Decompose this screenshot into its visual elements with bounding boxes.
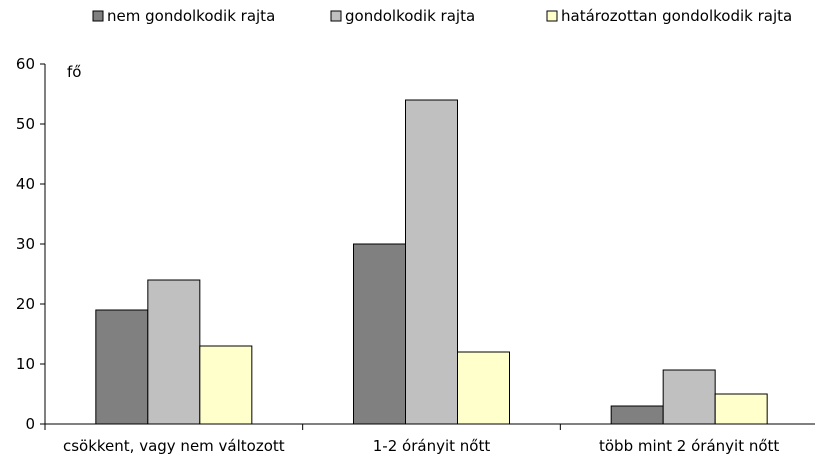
bar-1-3 <box>199 345 253 425</box>
bar-1-1 <box>95 309 149 425</box>
y-tick-label: 40 <box>16 175 35 193</box>
bar-3-2 <box>662 369 716 425</box>
x-category-labels: csökkent, vagy nem változott 1-2 órányit … <box>63 437 779 455</box>
y-tick-label: 60 <box>16 55 35 73</box>
y-tick-label: 30 <box>16 235 35 253</box>
bar-1-2 <box>147 279 201 425</box>
legend-label: határozottan gondolkodik rajta <box>561 7 792 25</box>
y-ticks: 0 10 20 30 40 50 60 <box>16 55 45 433</box>
legend-swatch <box>92 10 104 22</box>
legend-label: gondolkodik rajta <box>345 7 475 25</box>
legend: nem gondolkodik rajta gondolkodik rajta ha… <box>92 7 792 25</box>
x-category-label: több mint 2 órányit nőtt <box>599 437 779 455</box>
bar-2-2 <box>405 99 458 425</box>
legend-swatch <box>330 10 342 22</box>
y-tick-label: 0 <box>25 415 35 433</box>
bars <box>95 99 768 425</box>
legend-swatch <box>546 10 558 22</box>
bar-3-3 <box>714 393 768 425</box>
y-tick-label: 10 <box>16 355 35 373</box>
bar-2-3 <box>457 351 510 425</box>
bar-3-1 <box>610 405 664 425</box>
legend-label: nem gondolkodik rajta <box>107 7 275 25</box>
y-axis-unit-label: fő <box>67 63 81 81</box>
bar-2-1 <box>353 243 406 425</box>
y-tick-label: 50 <box>16 115 35 133</box>
x-category-label: csökkent, vagy nem változott <box>63 437 285 455</box>
x-category-label: 1-2 órányit nőtt <box>373 437 491 455</box>
y-tick-label: 20 <box>16 295 35 313</box>
